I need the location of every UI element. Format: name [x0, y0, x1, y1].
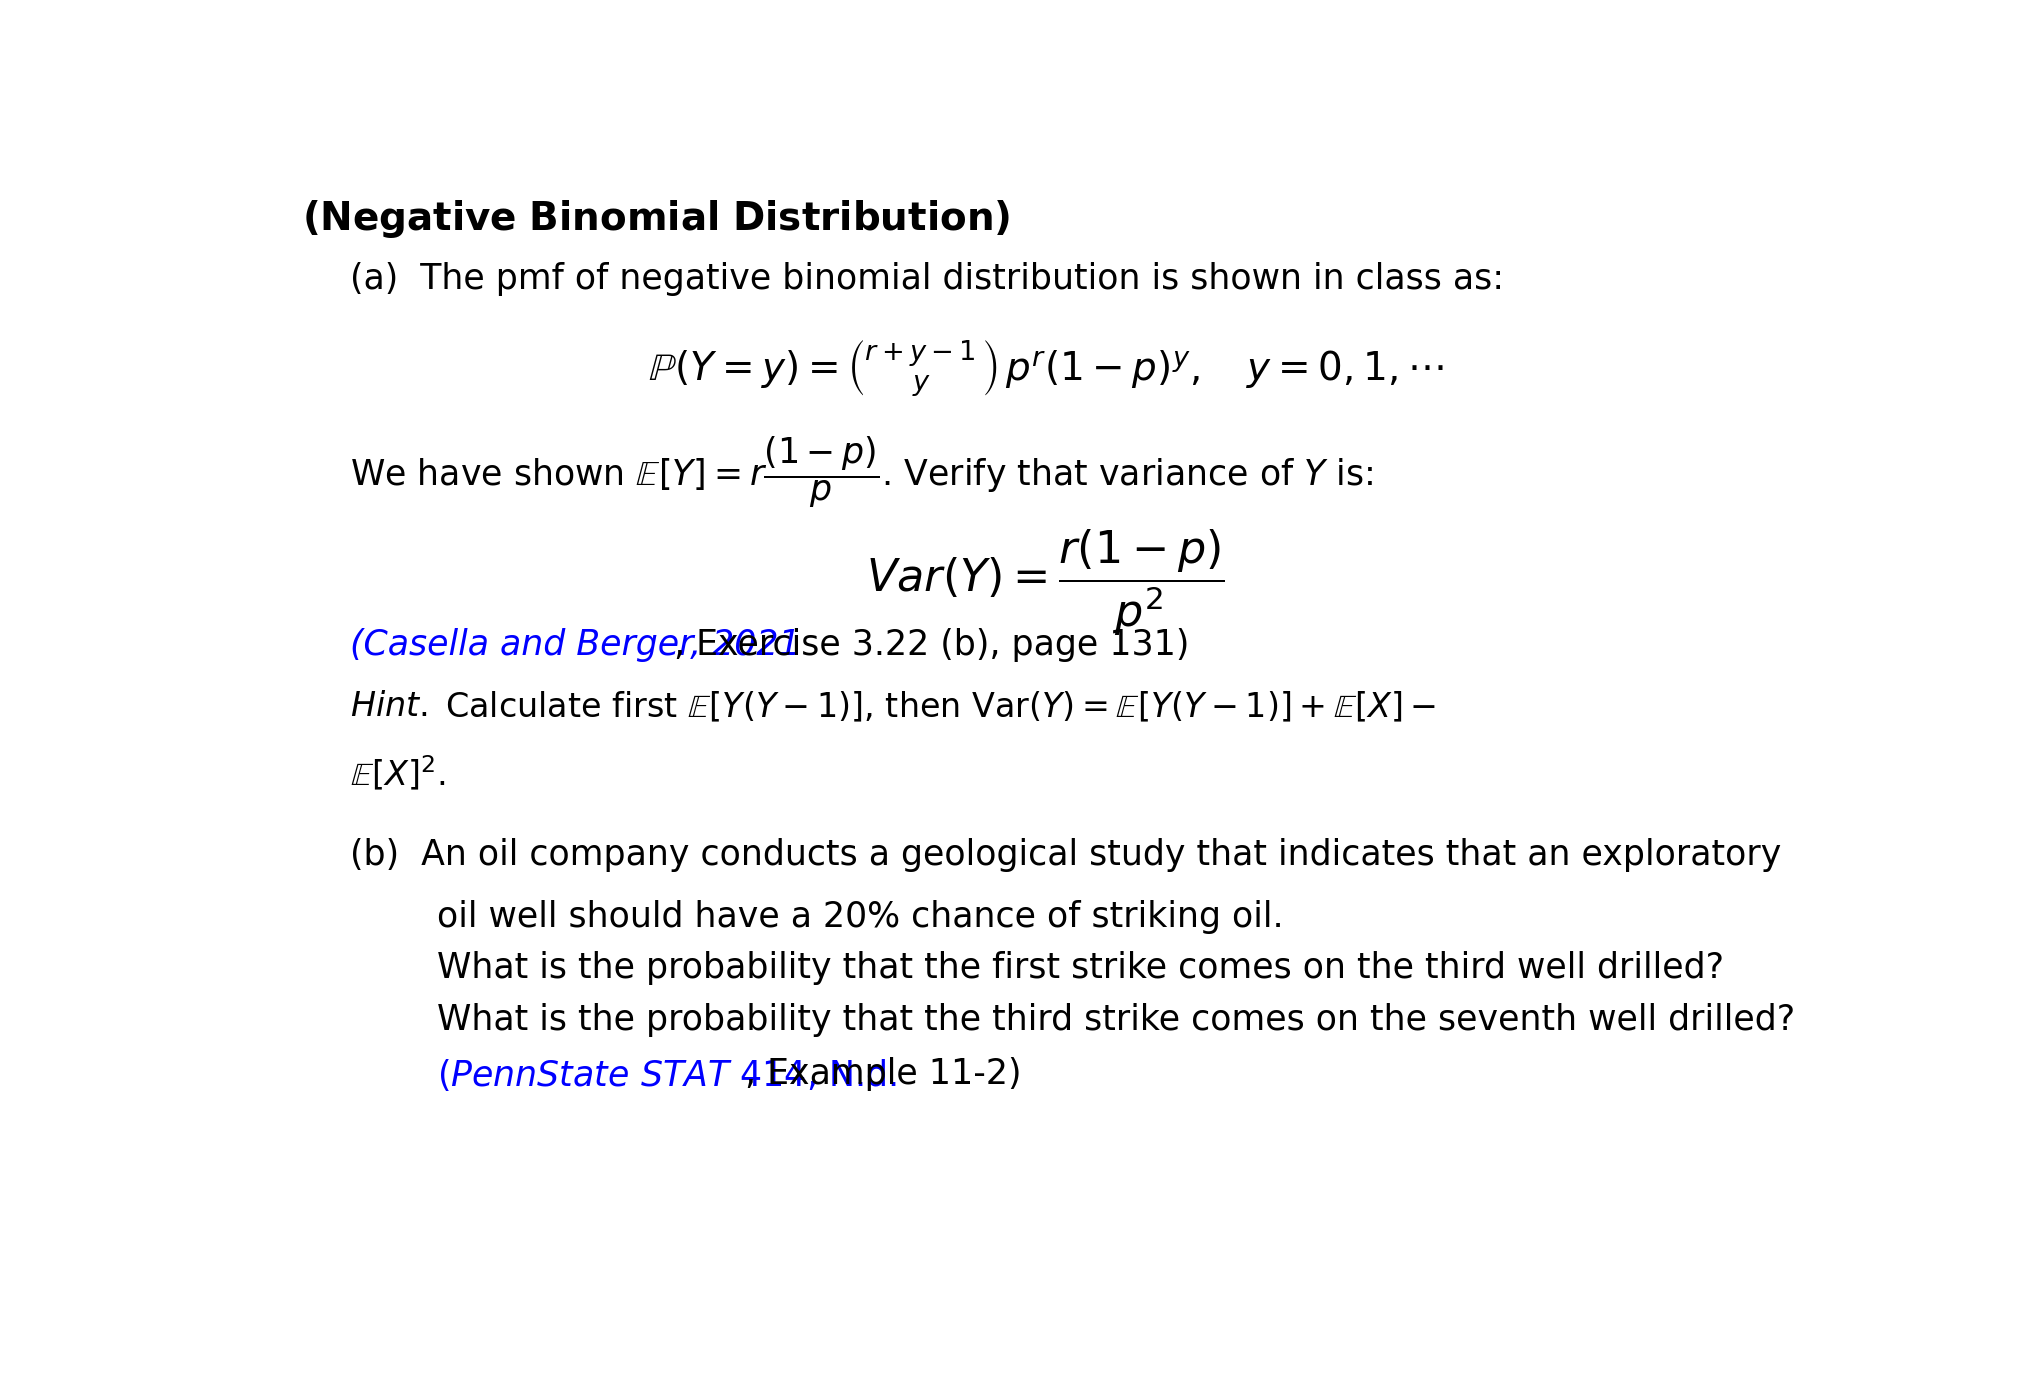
Text: $\mathit{Hint.}$: $\mathit{Hint.}$ [351, 691, 428, 723]
Text: oil well should have a 20% chance of striking oil.: oil well should have a 20% chance of str… [436, 900, 1283, 934]
Text: What is the probability that the first strike comes on the third well drilled?: What is the probability that the first s… [436, 951, 1723, 985]
Text: $\bf{(Negative\ Binomial\ Distribution)}$: $\bf{(Negative\ Binomial\ Distribution)}… [302, 198, 1011, 239]
Text: ($\mathit{PennState\ STAT\ 414}$, N.d.: ($\mathit{PennState\ STAT\ 414}$, N.d. [436, 1056, 895, 1093]
Text: Calculate first $\mathbb{E}[Y(Y-1)]$, then $\mathrm{Var}(Y) = \mathbb{E}[Y(Y-1)]: Calculate first $\mathbb{E}[Y(Y-1)]$, th… [445, 691, 1435, 724]
Text: $\mathbb{E}[X]^2$.: $\mathbb{E}[X]^2$. [351, 753, 445, 792]
Text: What is the probability that the third strike comes on the seventh well drilled?: What is the probability that the third s… [436, 1003, 1794, 1038]
Text: We have shown $\mathbb{E}[Y] = r\dfrac{(1-p)}{p}$. Verify that variance of $Y$ i: We have shown $\mathbb{E}[Y] = r\dfrac{(… [351, 434, 1372, 510]
Text: , Example 11-2): , Example 11-2) [744, 1056, 1022, 1090]
Text: , Exercise 3.22 (b), page 131): , Exercise 3.22 (b), page 131) [673, 627, 1189, 662]
Text: (a)  The pmf of negative binomial distribution is shown in class as:: (a) The pmf of negative binomial distrib… [351, 261, 1503, 296]
Text: $\mathit{Var}(Y) = \dfrac{r(1-p)}{p^2}$: $\mathit{Var}(Y) = \dfrac{r(1-p)}{p^2}$ [867, 528, 1223, 638]
Text: $\mathbb{P}(Y = y) = \binom{r+y-1}{y}\,p^r(1-p)^y, \quad y=0,1,\cdots$: $\mathbb{P}(Y = y) = \binom{r+y-1}{y}\,p… [648, 339, 1442, 399]
Text: (Casella and Berger, 2021: (Casella and Berger, 2021 [351, 627, 799, 662]
Text: (b)  An oil company conducts a geological study that indicates that an explorato: (b) An oil company conducts a geological… [351, 839, 1780, 872]
